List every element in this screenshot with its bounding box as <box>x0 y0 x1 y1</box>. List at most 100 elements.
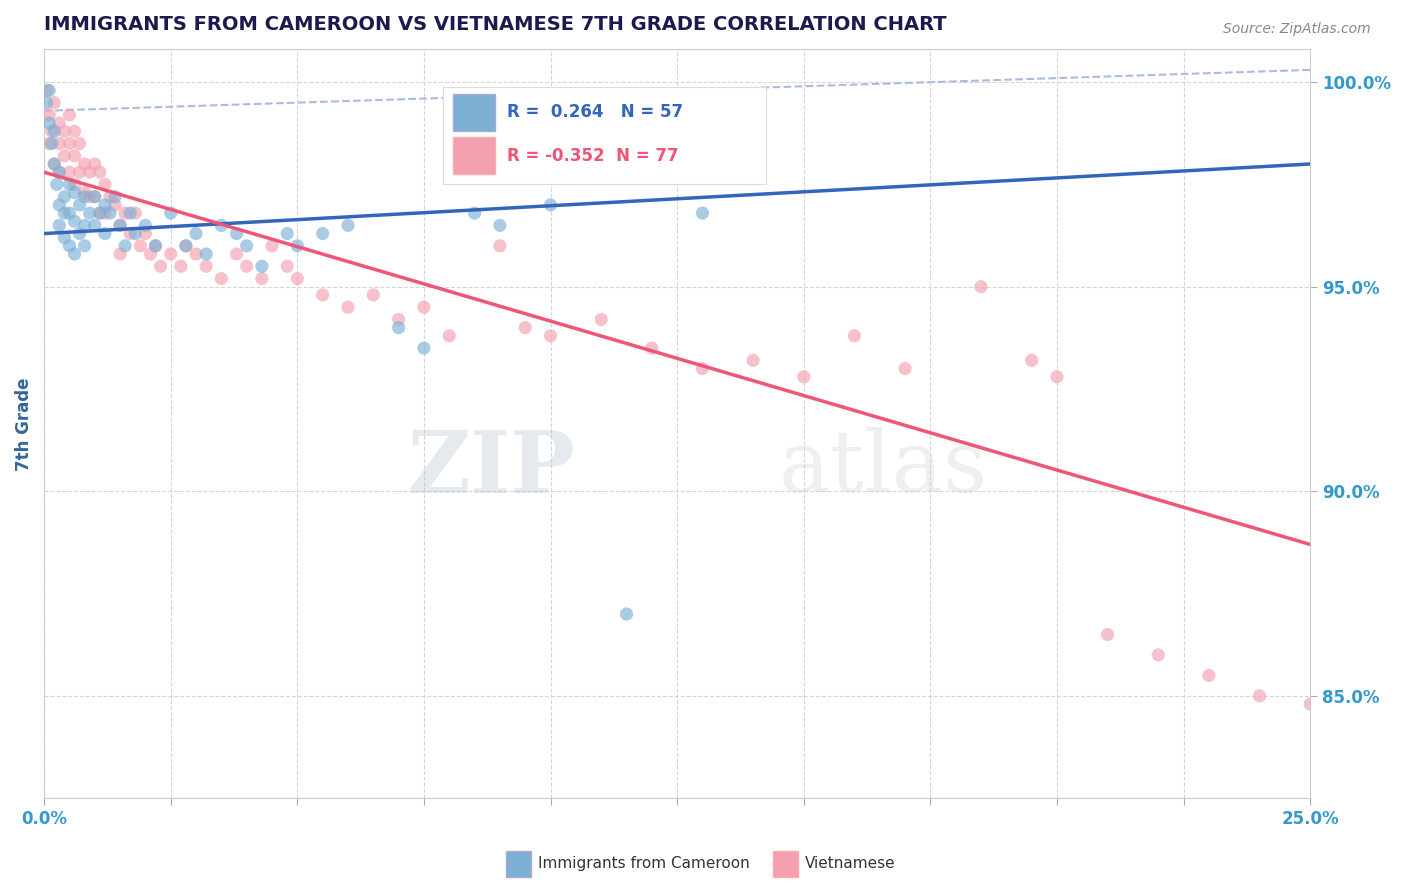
Point <box>89 206 111 220</box>
Point <box>285 271 308 285</box>
Point <box>388 320 411 334</box>
Point <box>94 227 117 241</box>
Point <box>388 312 411 326</box>
Point <box>159 206 181 220</box>
Point <box>108 219 131 233</box>
Point <box>145 239 167 253</box>
Point <box>58 178 80 192</box>
Point <box>184 247 207 261</box>
Point <box>73 186 96 200</box>
Point <box>276 260 298 274</box>
Point <box>79 206 101 220</box>
Point <box>149 260 172 274</box>
Point <box>235 239 257 253</box>
Point <box>83 219 105 233</box>
Point <box>145 239 167 253</box>
Point <box>129 239 152 253</box>
Point <box>58 108 80 122</box>
Point <box>1097 627 1119 641</box>
Point <box>53 206 76 220</box>
Point <box>48 198 70 212</box>
Point <box>793 369 815 384</box>
Point <box>276 227 298 241</box>
Point <box>69 136 91 151</box>
Bar <box>506 851 531 877</box>
Point <box>63 186 86 200</box>
Point <box>48 116 70 130</box>
Point <box>250 271 273 285</box>
Point <box>1299 697 1322 711</box>
Point <box>63 247 86 261</box>
Point <box>63 149 86 163</box>
Point <box>63 214 86 228</box>
Point <box>104 198 127 212</box>
Point <box>45 178 67 192</box>
Point <box>79 190 101 204</box>
Point <box>89 206 111 220</box>
Point <box>139 247 162 261</box>
Point <box>844 328 866 343</box>
Point <box>692 361 714 376</box>
Point <box>159 247 181 261</box>
Point <box>195 247 218 261</box>
Point <box>250 260 273 274</box>
Point <box>58 136 80 151</box>
Point <box>311 227 333 241</box>
Point <box>894 361 917 376</box>
Point <box>44 124 66 138</box>
Point <box>48 219 70 233</box>
Point <box>83 157 105 171</box>
Point <box>225 247 247 261</box>
Y-axis label: 7th Grade: 7th Grade <box>15 377 32 471</box>
Point <box>38 116 60 130</box>
Point <box>1046 369 1069 384</box>
Point <box>235 260 257 274</box>
Point <box>44 95 66 110</box>
Point <box>53 230 76 244</box>
Point <box>439 328 461 343</box>
Point <box>311 288 333 302</box>
Point <box>120 227 142 241</box>
Point <box>69 165 91 179</box>
Point <box>195 260 218 274</box>
Point <box>38 108 60 122</box>
Point <box>69 227 91 241</box>
Point <box>104 190 127 204</box>
Point <box>134 227 156 241</box>
Text: Vietnamese: Vietnamese <box>804 855 896 871</box>
Point <box>742 353 765 368</box>
Point <box>44 157 66 171</box>
Point <box>124 206 146 220</box>
Point <box>63 124 86 138</box>
Point <box>108 247 131 261</box>
Point <box>209 219 232 233</box>
Point <box>1249 689 1271 703</box>
Point <box>336 219 359 233</box>
Point <box>970 279 993 293</box>
Point <box>53 124 76 138</box>
Point <box>489 219 512 233</box>
Point <box>58 206 80 220</box>
Point <box>540 328 562 343</box>
Point <box>94 198 117 212</box>
Point <box>285 239 308 253</box>
Point <box>124 227 146 241</box>
Point <box>260 239 283 253</box>
Point <box>1198 668 1220 682</box>
Point <box>515 320 537 334</box>
Point <box>413 300 436 314</box>
Point <box>69 198 91 212</box>
Point <box>53 149 76 163</box>
Point <box>58 165 80 179</box>
Point <box>1021 353 1043 368</box>
Text: Source: ZipAtlas.com: Source: ZipAtlas.com <box>1223 22 1371 37</box>
Text: atlas: atlas <box>779 427 987 510</box>
Point <box>209 271 232 285</box>
Point <box>174 239 197 253</box>
Text: IMMIGRANTS FROM CAMEROON VS VIETNAMESE 7TH GRADE CORRELATION CHART: IMMIGRANTS FROM CAMEROON VS VIETNAMESE 7… <box>44 15 946 34</box>
Bar <box>773 851 799 877</box>
Point <box>48 165 70 179</box>
Point <box>38 83 60 97</box>
Point <box>413 341 436 355</box>
Point <box>41 124 63 138</box>
